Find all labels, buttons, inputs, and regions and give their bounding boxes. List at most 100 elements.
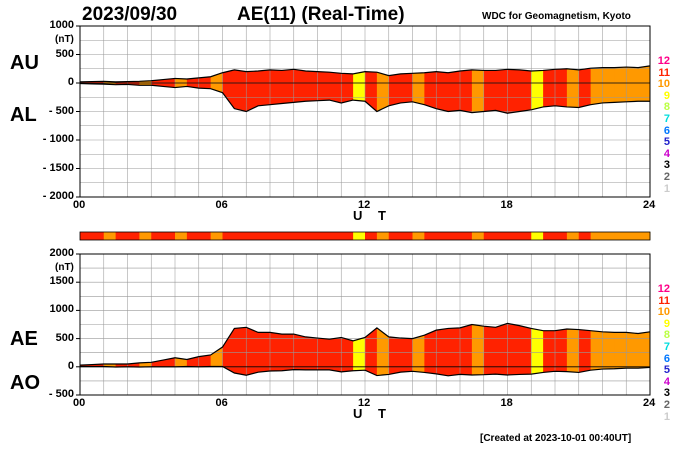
activity-level-label: 5: [663, 136, 670, 149]
activity-bar: [400, 73, 413, 103]
y-tick-label: - 500: [48, 388, 74, 400]
activity-bar: [495, 69, 508, 114]
activity-bar: [578, 68, 592, 108]
activity-strip-cell: [448, 232, 461, 240]
x-axis-label: U T: [353, 208, 392, 223]
activity-strip-cell: [436, 232, 449, 240]
activity-strip-cell: [353, 232, 366, 240]
activity-bar: [412, 72, 425, 105]
activity-strip-cell: [270, 232, 283, 240]
activity-strip-cell: [412, 232, 425, 240]
activity-bar: [436, 71, 449, 112]
x-axis-label: U T: [353, 406, 392, 421]
activity-level-label: 1: [663, 410, 670, 423]
activity-bar: [638, 65, 651, 102]
activity-bar: [543, 69, 556, 107]
activity-bar: [329, 337, 342, 372]
activity-strip-cell: [483, 232, 497, 240]
activity-bar: [448, 71, 461, 112]
activity-bar: [246, 71, 259, 112]
series-line-ae: [79, 322, 651, 366]
activity-bar: [258, 69, 271, 106]
activity-bar: [151, 360, 164, 367]
activity-bar: [163, 357, 176, 367]
series-line-au: [79, 65, 651, 83]
activity-bar: [293, 69, 307, 103]
index-label-ae: AE: [10, 328, 38, 350]
activity-level-label: 11: [658, 66, 670, 79]
activity-bar: [341, 337, 354, 372]
y-tick-label: 0: [67, 76, 74, 88]
activity-bar: [305, 336, 318, 370]
activity-level-label: 1: [663, 182, 670, 195]
activity-strip-cell: [151, 232, 164, 240]
activity-bar: [507, 69, 520, 114]
y-tick-label: - 1000: [42, 133, 74, 145]
y-tick-label: - 2000: [42, 190, 74, 202]
activity-strip-cell: [376, 232, 390, 240]
activity-strip-cell: [115, 232, 128, 240]
activity-strip-cell: [365, 232, 378, 240]
activity-strip-cell: [234, 232, 247, 240]
activity-strip-cell: [590, 232, 603, 240]
activity-strip-cell: [638, 232, 651, 240]
activity-bar: [139, 362, 152, 368]
activity-bar: [376, 327, 390, 376]
activity-bar: [198, 354, 212, 367]
x-tick-label: 18: [500, 199, 513, 211]
activity-bar: [388, 73, 402, 106]
activity-strip-cell: [198, 232, 212, 240]
activity-bar: [234, 69, 247, 112]
activity-bar: [400, 338, 413, 373]
plot-frame: [79, 253, 651, 396]
activity-bar: [258, 332, 271, 373]
activity-level-label: 10: [657, 306, 670, 319]
activity-strip-cell: [555, 232, 568, 240]
activity-bar: [353, 337, 366, 371]
activity-bar: [590, 330, 603, 371]
activity-strip-cell: [424, 232, 437, 240]
activity-level-label: 4: [663, 375, 670, 388]
activity-bar: [424, 71, 437, 109]
activity-strip-cell: [91, 232, 105, 240]
activity-bar: [91, 363, 105, 367]
activity-strip-cell: [602, 232, 615, 240]
activity-strip-cell: [495, 232, 508, 240]
activity-strip-cell: [317, 232, 330, 240]
activity-bar: [638, 331, 651, 369]
activity-bar: [436, 328, 449, 376]
activity-bar: [341, 73, 354, 103]
activity-bar: [388, 336, 402, 375]
activity-bar: [566, 329, 580, 373]
index-label-al: AL: [10, 104, 37, 126]
activity-strip-cell: [80, 232, 93, 240]
x-tick-label: 06: [215, 199, 228, 211]
activity-bar: [412, 335, 425, 373]
activity-bar: [460, 69, 473, 113]
activity-strip-cell: [341, 232, 354, 240]
activity-strip-cell: [400, 232, 413, 240]
activity-bar: [329, 72, 342, 103]
activity-bar: [270, 69, 283, 105]
activity-strip-cell: [566, 232, 580, 240]
activity-bar: [495, 323, 508, 375]
source-label: WDC for Geomagnetism, Kyoto: [482, 11, 631, 22]
activity-bar: [531, 328, 544, 375]
activity-level-label: 10: [657, 78, 670, 91]
x-tick-label: 00: [73, 199, 86, 211]
activity-bar: [614, 67, 627, 103]
activity-bar: [127, 362, 140, 368]
activity-level-label: 7: [663, 113, 670, 125]
activity-bar: [246, 327, 259, 376]
activity-strip-cell: [222, 232, 235, 240]
x-tick-label: 24: [643, 397, 656, 409]
activity-bar: [80, 364, 93, 367]
activity-level-label: 9: [663, 89, 670, 102]
created-timestamp: [Created at 2023-10-01 00:40UT]: [480, 433, 632, 444]
activity-bar: [376, 72, 390, 112]
date-label: 2023/09/30: [82, 4, 178, 25]
activity-bar: [519, 325, 532, 375]
activity-bar: [590, 67, 603, 105]
activity-level-label: 8: [663, 329, 670, 342]
activity-strip-cell: [614, 232, 627, 240]
